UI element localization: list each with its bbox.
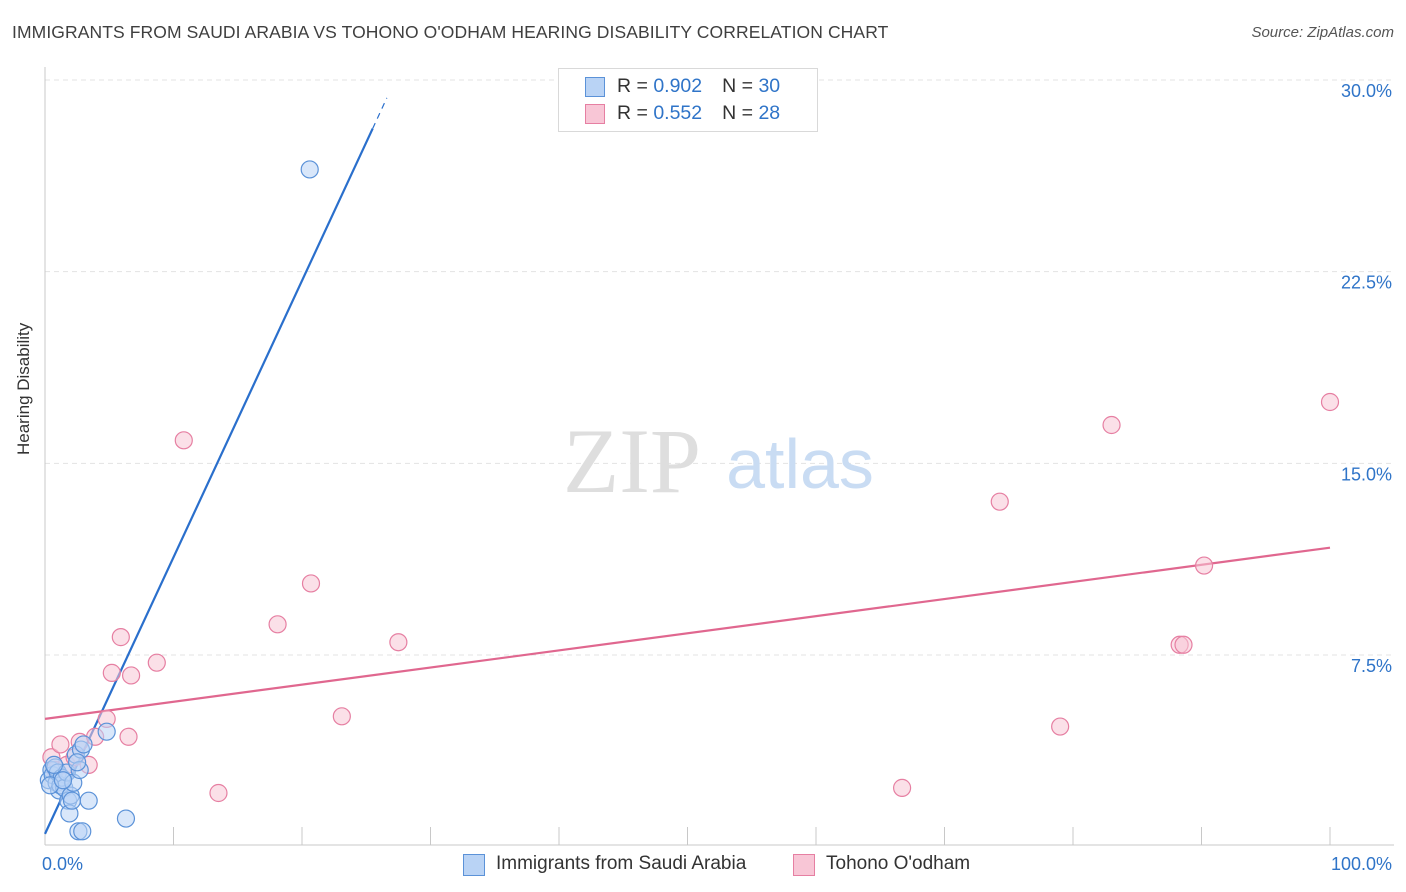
legend-swatch-blue [585, 77, 605, 97]
gridlines [45, 79, 1394, 656]
watermark: ZIP atlas [563, 410, 874, 512]
data-point-pink [990, 492, 1009, 511]
data-point-pink [209, 783, 228, 803]
y-tick-label: 22.5% [1341, 273, 1392, 293]
source-credit: Source: ZipAtlas.com [1251, 24, 1394, 41]
x-tick-label: 0.0% [42, 854, 83, 874]
data-point-pink [1320, 392, 1340, 412]
data-point-pink [111, 628, 130, 647]
data-point-pink [1194, 556, 1214, 575]
trend-line-blue-extension [372, 97, 388, 129]
data-point-pink [102, 663, 121, 682]
legend-n-value: 30 [758, 75, 781, 97]
legend-n-value: 28 [758, 102, 781, 124]
blue-points [39, 160, 319, 841]
data-point-blue [79, 791, 98, 810]
y-tick-label: 30.0% [1341, 81, 1392, 101]
data-point-blue [73, 822, 92, 841]
bottom-legend-label-series2: Tohono O'odham [826, 853, 971, 874]
data-point-pink [1051, 717, 1070, 736]
data-point-blue [74, 735, 93, 754]
axes [44, 67, 1394, 846]
data-point-blue [62, 791, 82, 810]
y-tick-label: 7.5% [1351, 656, 1392, 676]
data-point-pink [1102, 415, 1121, 435]
legend-r-value: 0.552 [653, 102, 703, 124]
legend-n-label: N = [722, 75, 759, 97]
y-axis-label: Hearing Disability [14, 322, 33, 455]
legend-r-label: R = [617, 75, 654, 97]
data-point-pink [119, 727, 138, 746]
legend-text-blue: R = 0.902 N = 30 [617, 75, 780, 98]
data-point-pink [389, 633, 408, 652]
trend-line-pink [44, 546, 1331, 720]
data-point-pink [332, 707, 351, 726]
chart-title: IMMIGRANTS FROM SAUDI ARABIA VS TOHONO O… [12, 22, 889, 42]
legend-n-label: N = [722, 102, 759, 124]
watermark-zip: ZIP [563, 410, 701, 512]
data-point-pink [301, 574, 321, 593]
y-tick-label: 15.0% [1341, 464, 1392, 484]
data-point-pink [121, 666, 141, 685]
tick-labels: 7.5% 15.0% 22.5% 30.0% 0.0% 100.0% [42, 81, 1392, 874]
data-point-pink [51, 735, 70, 754]
legend-swatch-pink [585, 104, 605, 124]
data-point-blue [53, 771, 73, 790]
bottom-legend-swatch-pink [793, 854, 815, 876]
legend-r-label: R = [617, 102, 654, 124]
data-point-blue [300, 160, 319, 179]
legend-text-pink: R = 0.552 N = 28 [617, 102, 780, 125]
data-point-pink [174, 431, 193, 450]
x-tick-label: 100.0% [1331, 854, 1392, 874]
data-point-blue [97, 722, 116, 741]
bottom-legend-label-series1: Immigrants from Saudi Arabia [496, 853, 747, 874]
bottom-legend-swatch-blue [463, 854, 485, 876]
legend-r-value: 0.902 [653, 75, 703, 97]
data-point-blue [68, 753, 87, 772]
data-point-pink [268, 615, 287, 634]
data-point-pink [892, 778, 912, 797]
correlation-legend: R = 0.902 N = 30 R = 0.552 N = 28 [558, 68, 818, 132]
data-point-pink [1174, 635, 1193, 654]
data-point-pink [147, 653, 166, 672]
watermark-atlas: atlas [726, 425, 874, 503]
data-point-blue [116, 809, 136, 828]
data-point-blue [44, 755, 64, 774]
